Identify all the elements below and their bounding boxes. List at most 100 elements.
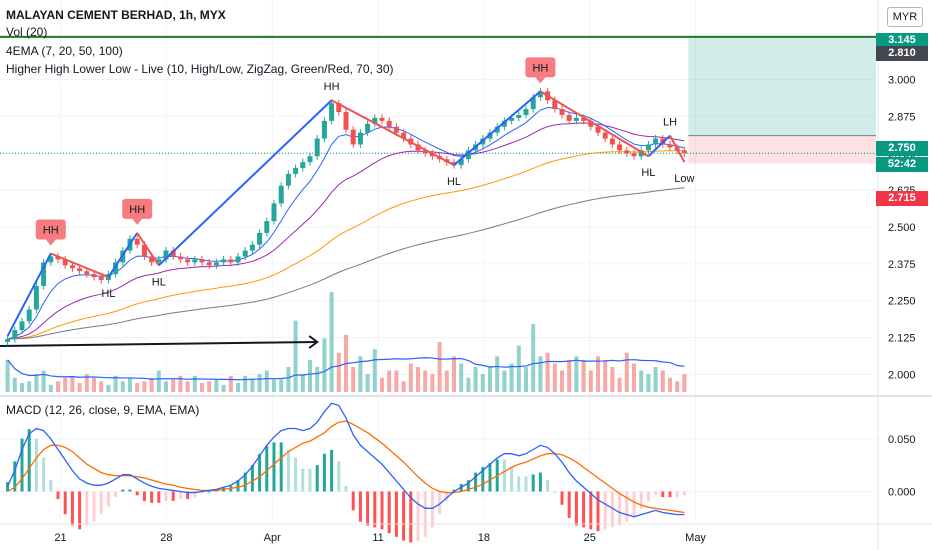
hhll-legend[interactable]: Higher High Lower Low - Live (10, High/L… [6,62,394,76]
candle-body [645,144,651,151]
candle-body [617,144,623,151]
macd-histogram-bar [560,491,564,505]
volume-bar [624,352,629,392]
volume-bar [63,377,68,392]
candle-body [386,120,392,127]
stop-zone [688,135,876,164]
macd-histogram-bar [286,449,290,492]
macd-histogram-bar [193,491,197,498]
hh-label-box [525,57,556,78]
candle-body [19,321,25,331]
price-pill: 2.715 [876,191,928,206]
macd-histogram-bar [78,491,82,530]
candle-body [401,132,407,139]
volume-bar [257,374,262,392]
candle-body [41,262,47,286]
zigzag-segment [6,253,52,337]
volume-bar [308,359,312,392]
macd-histogram-bar [546,480,550,492]
macd-legend[interactable]: MACD (12, 26, close, 9, EMA, EMA) [6,403,200,417]
macd-line [7,402,685,518]
volume-bar [236,383,240,392]
ema-legend[interactable]: 4EMA (7, 20, 50, 100) [6,44,123,58]
macd-histogram-bar [510,466,514,492]
candle-body [573,117,579,121]
candle-body [494,126,500,133]
chart-title: MALAYAN CEMENT BERHAD, 1h, MYX [6,8,226,22]
zigzag-label: HL [152,276,166,288]
price-axis-tick: 2.250 [888,296,916,308]
macd-histogram-bar [402,491,406,541]
macd-histogram-bar [373,491,377,528]
volume-bar [516,345,521,392]
macd-histogram-bar [574,491,578,526]
volume-bar [437,342,442,392]
candle-body [300,162,306,169]
volume-bar [77,383,82,392]
macd-histogram-bar [27,429,31,492]
currency-button[interactable]: MYR [887,7,923,27]
candle-body [379,117,385,121]
volume-bar [214,379,219,392]
volume-bar [300,374,305,392]
macd-histogram-bar [632,491,636,518]
macd-histogram-bar [63,491,67,515]
candle-body [372,117,378,124]
macd-histogram-bar [517,476,521,492]
macd-histogram-bar [474,472,478,492]
price-axis-tick: 2.125 [888,333,916,345]
candle-body [559,109,565,115]
macd-histogram-bar [34,438,38,492]
candle-body [33,285,39,310]
candle-body [113,262,119,275]
macd-histogram-bar [301,468,305,492]
macd-histogram-bar [236,480,240,492]
hh-label-box [35,219,66,240]
price-axis-tick: 2.875 [888,111,916,123]
candle-body [170,250,176,257]
candle-body [249,244,255,251]
candle-body [667,144,673,148]
volume-bar [459,363,464,392]
macd-histogram-bar [394,491,398,537]
zigzag-label: LH [663,117,677,129]
candle-body [98,277,104,281]
volume-bar [207,381,212,392]
macd-histogram-bar [430,491,434,528]
macd-histogram-bar [272,442,276,492]
volume-bar [560,370,564,392]
macd-histogram-bar [553,491,557,493]
volume-bar [272,379,276,392]
candle-body [5,338,11,342]
price-axis-tick: 2.000 [888,369,916,381]
candle-body [631,153,637,157]
volume-bar [416,367,420,392]
macd-histogram-bar [452,489,456,492]
macd-histogram-bar [250,465,254,492]
candle-body [681,150,687,154]
candle-body [516,114,522,118]
volume-bar [660,370,665,392]
time-axis-tick: 11 [372,532,383,544]
volume-bar [56,381,60,392]
volume-bar [92,377,96,392]
volume-bar [142,381,147,392]
zigzag-label: HL [447,176,461,188]
macd-histogram-bar [279,442,283,492]
macd-axis-tick: 0.000 [888,487,916,499]
candle-body [314,138,320,157]
volume-bar [617,377,622,392]
volume-bar [509,363,514,392]
time-axis-tick: 28 [160,532,172,544]
volume-bar [372,349,377,392]
zigzag-segment [107,232,139,278]
volume-bar [351,367,356,392]
volume-legend[interactable]: Vol (20) [6,25,48,39]
macd-histogram-bar [661,491,665,498]
volume-bar [41,370,46,392]
volume-bar [5,359,10,392]
macd-histogram-bar [157,491,161,503]
volume-bar [250,379,255,392]
macd-histogram-bar [106,491,110,507]
